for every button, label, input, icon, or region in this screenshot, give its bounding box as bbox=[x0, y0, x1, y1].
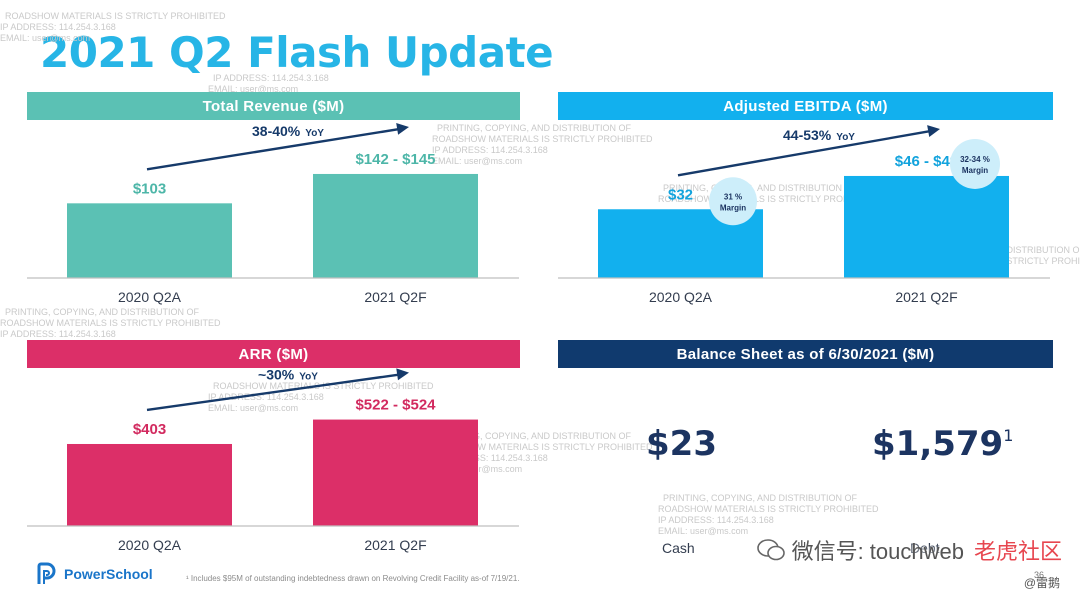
page-title: 2021 Q2 Flash Update bbox=[40, 28, 554, 77]
margin-value: 31 % bbox=[724, 192, 742, 201]
revenue-header: Total Revenue ($M) bbox=[27, 92, 520, 120]
powerschool-logo: PowerSchool bbox=[36, 562, 153, 586]
powerschool-logo-icon bbox=[37, 562, 56, 584]
wechat-brand: 老虎社区 bbox=[973, 539, 1062, 564]
margin-bubble bbox=[709, 177, 757, 226]
growth-label: 38-40% YoY bbox=[252, 123, 324, 139]
growth-arrow-head bbox=[396, 368, 409, 381]
data-label: $32 bbox=[668, 186, 693, 203]
debt-value: $1,5791 bbox=[872, 424, 1014, 464]
wechat-user: @雷鹅 bbox=[1023, 576, 1060, 590]
category-label: 2021 Q2F bbox=[364, 289, 426, 305]
wechat-icon bbox=[756, 539, 785, 561]
growth-arrow-head bbox=[927, 125, 940, 137]
debt-label: Debt bbox=[910, 540, 940, 556]
page-number: 36 bbox=[1033, 570, 1044, 580]
category-label: 2021 Q2F bbox=[364, 537, 426, 553]
margin-value: 32-34 % bbox=[960, 155, 990, 164]
margin-bubble bbox=[950, 138, 1000, 189]
data-label: $522 - $524 bbox=[355, 397, 436, 414]
bar-2021-q2f bbox=[313, 419, 478, 526]
wechat-watermark: 微信号: touchweb 老虎社区 bbox=[756, 534, 1062, 566]
revenue-chart: $103 2020 Q2A $142 - $145 2021 Q2F 38-40% YoY bbox=[27, 122, 519, 305]
ebitda-header: Adjusted EBITDA ($M) bbox=[558, 92, 1053, 120]
data-label: $403 bbox=[133, 421, 166, 438]
category-label: 2020 Q2A bbox=[118, 289, 182, 305]
bar-2021-q2f bbox=[313, 173, 478, 278]
growth-arrow bbox=[677, 129, 935, 177]
footnote: ¹ Includes $95M of outstanding indebtedn… bbox=[186, 574, 520, 583]
growth-label: 44-53% YoY bbox=[783, 127, 855, 143]
debt-footnote-marker: 1 bbox=[1003, 426, 1014, 445]
growth-arrow bbox=[146, 127, 404, 171]
growth-arrow-head bbox=[396, 122, 409, 135]
category-label: 2020 Q2A bbox=[649, 289, 713, 305]
growth-arrow bbox=[146, 372, 404, 412]
margin-word: Margin bbox=[720, 203, 746, 212]
data-label: $142 - $145 bbox=[355, 151, 435, 168]
data-label: $103 bbox=[133, 180, 166, 197]
category-label: 2021 Q2F bbox=[895, 289, 957, 305]
balance-sheet-header: Balance Sheet as of 6/30/2021 ($M) bbox=[558, 340, 1053, 368]
bar-2021-q2f bbox=[844, 175, 1009, 278]
bar-2020-q2a bbox=[67, 443, 232, 526]
cash-label: Cash bbox=[662, 540, 695, 556]
cash-value: $23 bbox=[646, 424, 717, 464]
category-label: 2020 Q2A bbox=[118, 537, 182, 553]
bar-2020-q2a bbox=[67, 203, 232, 278]
margin-word: Margin bbox=[962, 166, 988, 175]
growth-label: ~30% YoY bbox=[258, 366, 318, 382]
ebitda-chart: $32 2020 Q2A $46 - $49 2021 Q2F 44-53% YoY 31 … bbox=[558, 125, 1050, 305]
arr-chart: $403 2020 Q2A $522 - $524 2021 Q2F ~30% YoY bbox=[27, 366, 519, 553]
data-label: $46 - $49 bbox=[895, 153, 958, 170]
arr-header: ARR ($M) bbox=[27, 340, 520, 368]
